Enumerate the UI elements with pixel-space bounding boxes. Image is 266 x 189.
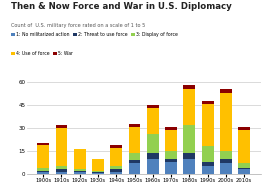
Bar [110,172,122,174]
Bar [56,169,67,172]
Bar [110,166,122,169]
Bar [147,159,159,174]
Bar [183,85,195,88]
Bar [220,93,232,151]
Bar [202,101,214,104]
Legend: 4: Use of force, 5: War: 4: Use of force, 5: War [11,51,73,56]
Bar [37,145,49,168]
Bar [165,130,177,151]
Bar [128,160,140,163]
Bar [74,169,86,171]
Bar [56,172,67,174]
Bar [202,146,214,162]
Bar [92,171,104,172]
Bar [147,153,159,159]
Bar [238,168,250,169]
Bar [110,148,122,166]
Bar [56,128,67,166]
Bar [37,171,49,172]
Bar [165,151,177,159]
Bar [238,163,250,168]
Bar [183,88,195,125]
Bar [238,130,250,163]
Bar [238,169,250,174]
Bar [128,124,140,127]
Bar [183,159,195,174]
Text: Count of  U.S. military force rated on a scale of 1 to 5: Count of U.S. military force rated on a … [11,23,145,28]
Bar [128,153,140,160]
Bar [220,151,232,159]
Bar [220,159,232,163]
Bar [202,162,214,166]
Bar [37,168,49,171]
Bar [92,173,104,174]
Bar [220,163,232,174]
Bar [74,149,86,169]
Bar [37,143,49,145]
Text: Then & Now Force and War in U.S. Diplomacy: Then & Now Force and War in U.S. Diploma… [11,2,231,11]
Bar [183,153,195,159]
Bar [74,171,86,172]
Bar [165,127,177,130]
Bar [37,172,49,174]
Bar [74,172,86,174]
Bar [128,127,140,153]
Bar [56,166,67,169]
Bar [110,145,122,148]
Bar [128,163,140,174]
Bar [147,108,159,134]
Bar [92,159,104,171]
Bar [202,166,214,174]
Bar [147,134,159,153]
Bar [202,104,214,146]
Bar [165,162,177,174]
Bar [238,127,250,130]
Legend: 1: No militarized action, 2: Threat to use force, 3: Display of force: 1: No militarized action, 2: Threat to u… [11,32,178,37]
Bar [110,169,122,172]
Bar [147,105,159,108]
Bar [56,125,67,128]
Bar [220,88,232,93]
Bar [165,159,177,162]
Bar [92,172,104,173]
Bar [183,125,195,153]
